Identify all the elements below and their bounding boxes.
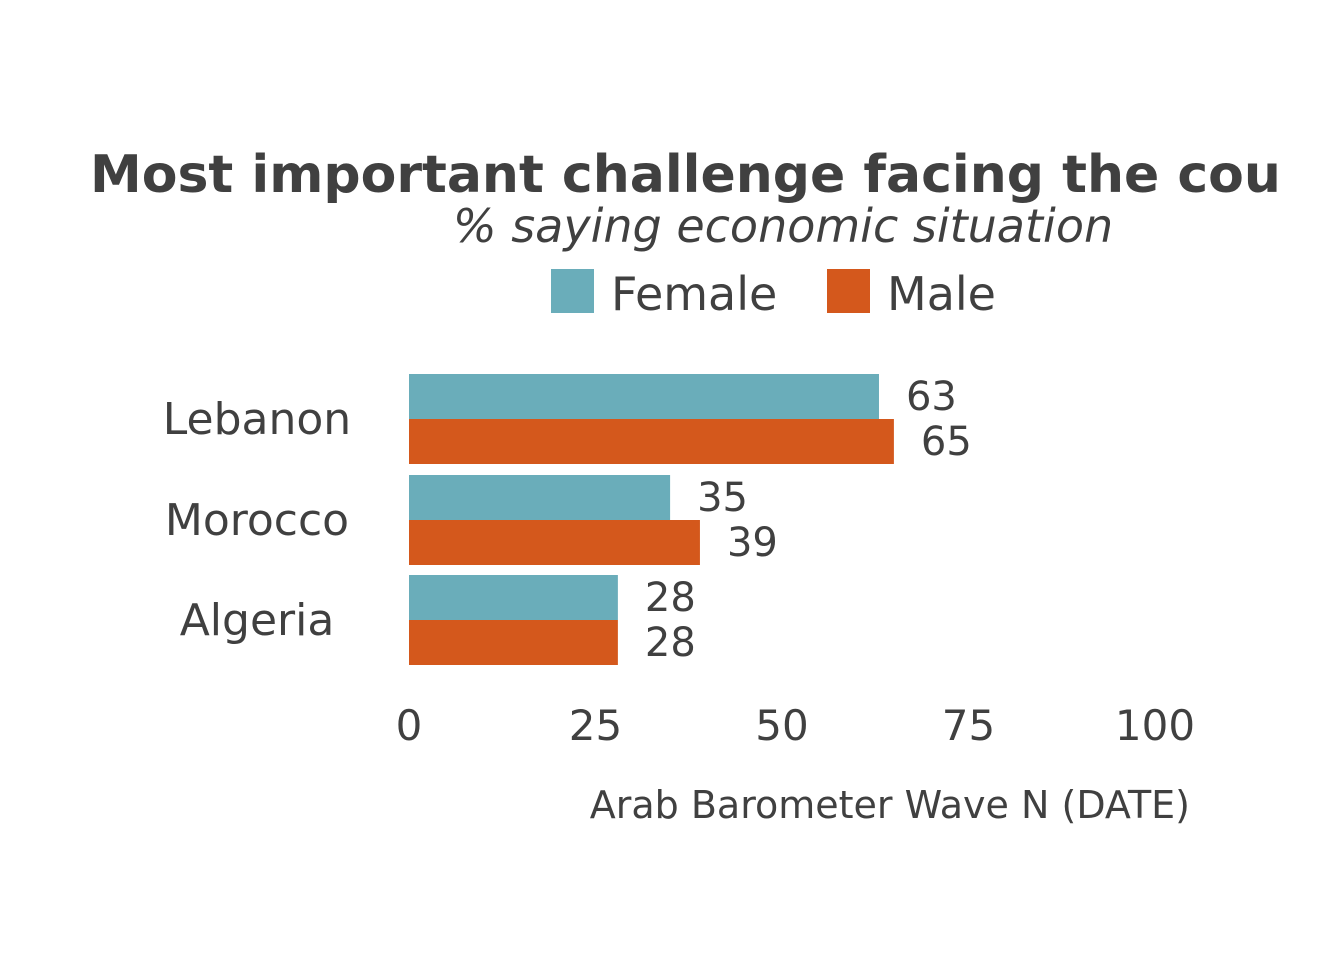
x-tick-label: 0: [396, 701, 423, 750]
legend: Female Male: [551, 267, 996, 321]
chart-title: Most important challenge facing the cou: [90, 145, 1281, 205]
x-axis: 0 25 50 75 100: [396, 701, 1195, 750]
bar-male: [409, 520, 700, 565]
value-label: 65: [921, 419, 972, 465]
bar-male: [409, 620, 618, 665]
bar-female: [409, 374, 879, 419]
category-label: Lebanon: [163, 394, 351, 445]
legend-label-female: Female: [611, 267, 777, 321]
x-tick-label: 100: [1115, 701, 1195, 750]
category-label: Morocco: [165, 495, 349, 546]
bar-female: [409, 575, 618, 620]
bar-female: [409, 475, 671, 520]
x-tick-label: 50: [755, 701, 808, 750]
chart-subtitle: % saying economic situation: [453, 199, 1113, 253]
legend-swatch-male: [827, 269, 870, 313]
legend-swatch-female: [551, 269, 594, 313]
value-label: 28: [645, 575, 696, 621]
value-label: 28: [645, 620, 696, 666]
value-label: 39: [727, 520, 778, 566]
category-label: Algeria: [180, 595, 335, 646]
x-tick-label: 75: [942, 701, 995, 750]
legend-label-male: Male: [887, 267, 996, 321]
value-label: 63: [906, 374, 957, 420]
value-label: 35: [697, 475, 748, 521]
bar-male: [409, 419, 894, 464]
chart-caption: Arab Barometer Wave N (DATE): [590, 783, 1190, 827]
x-tick-label: 25: [569, 701, 622, 750]
